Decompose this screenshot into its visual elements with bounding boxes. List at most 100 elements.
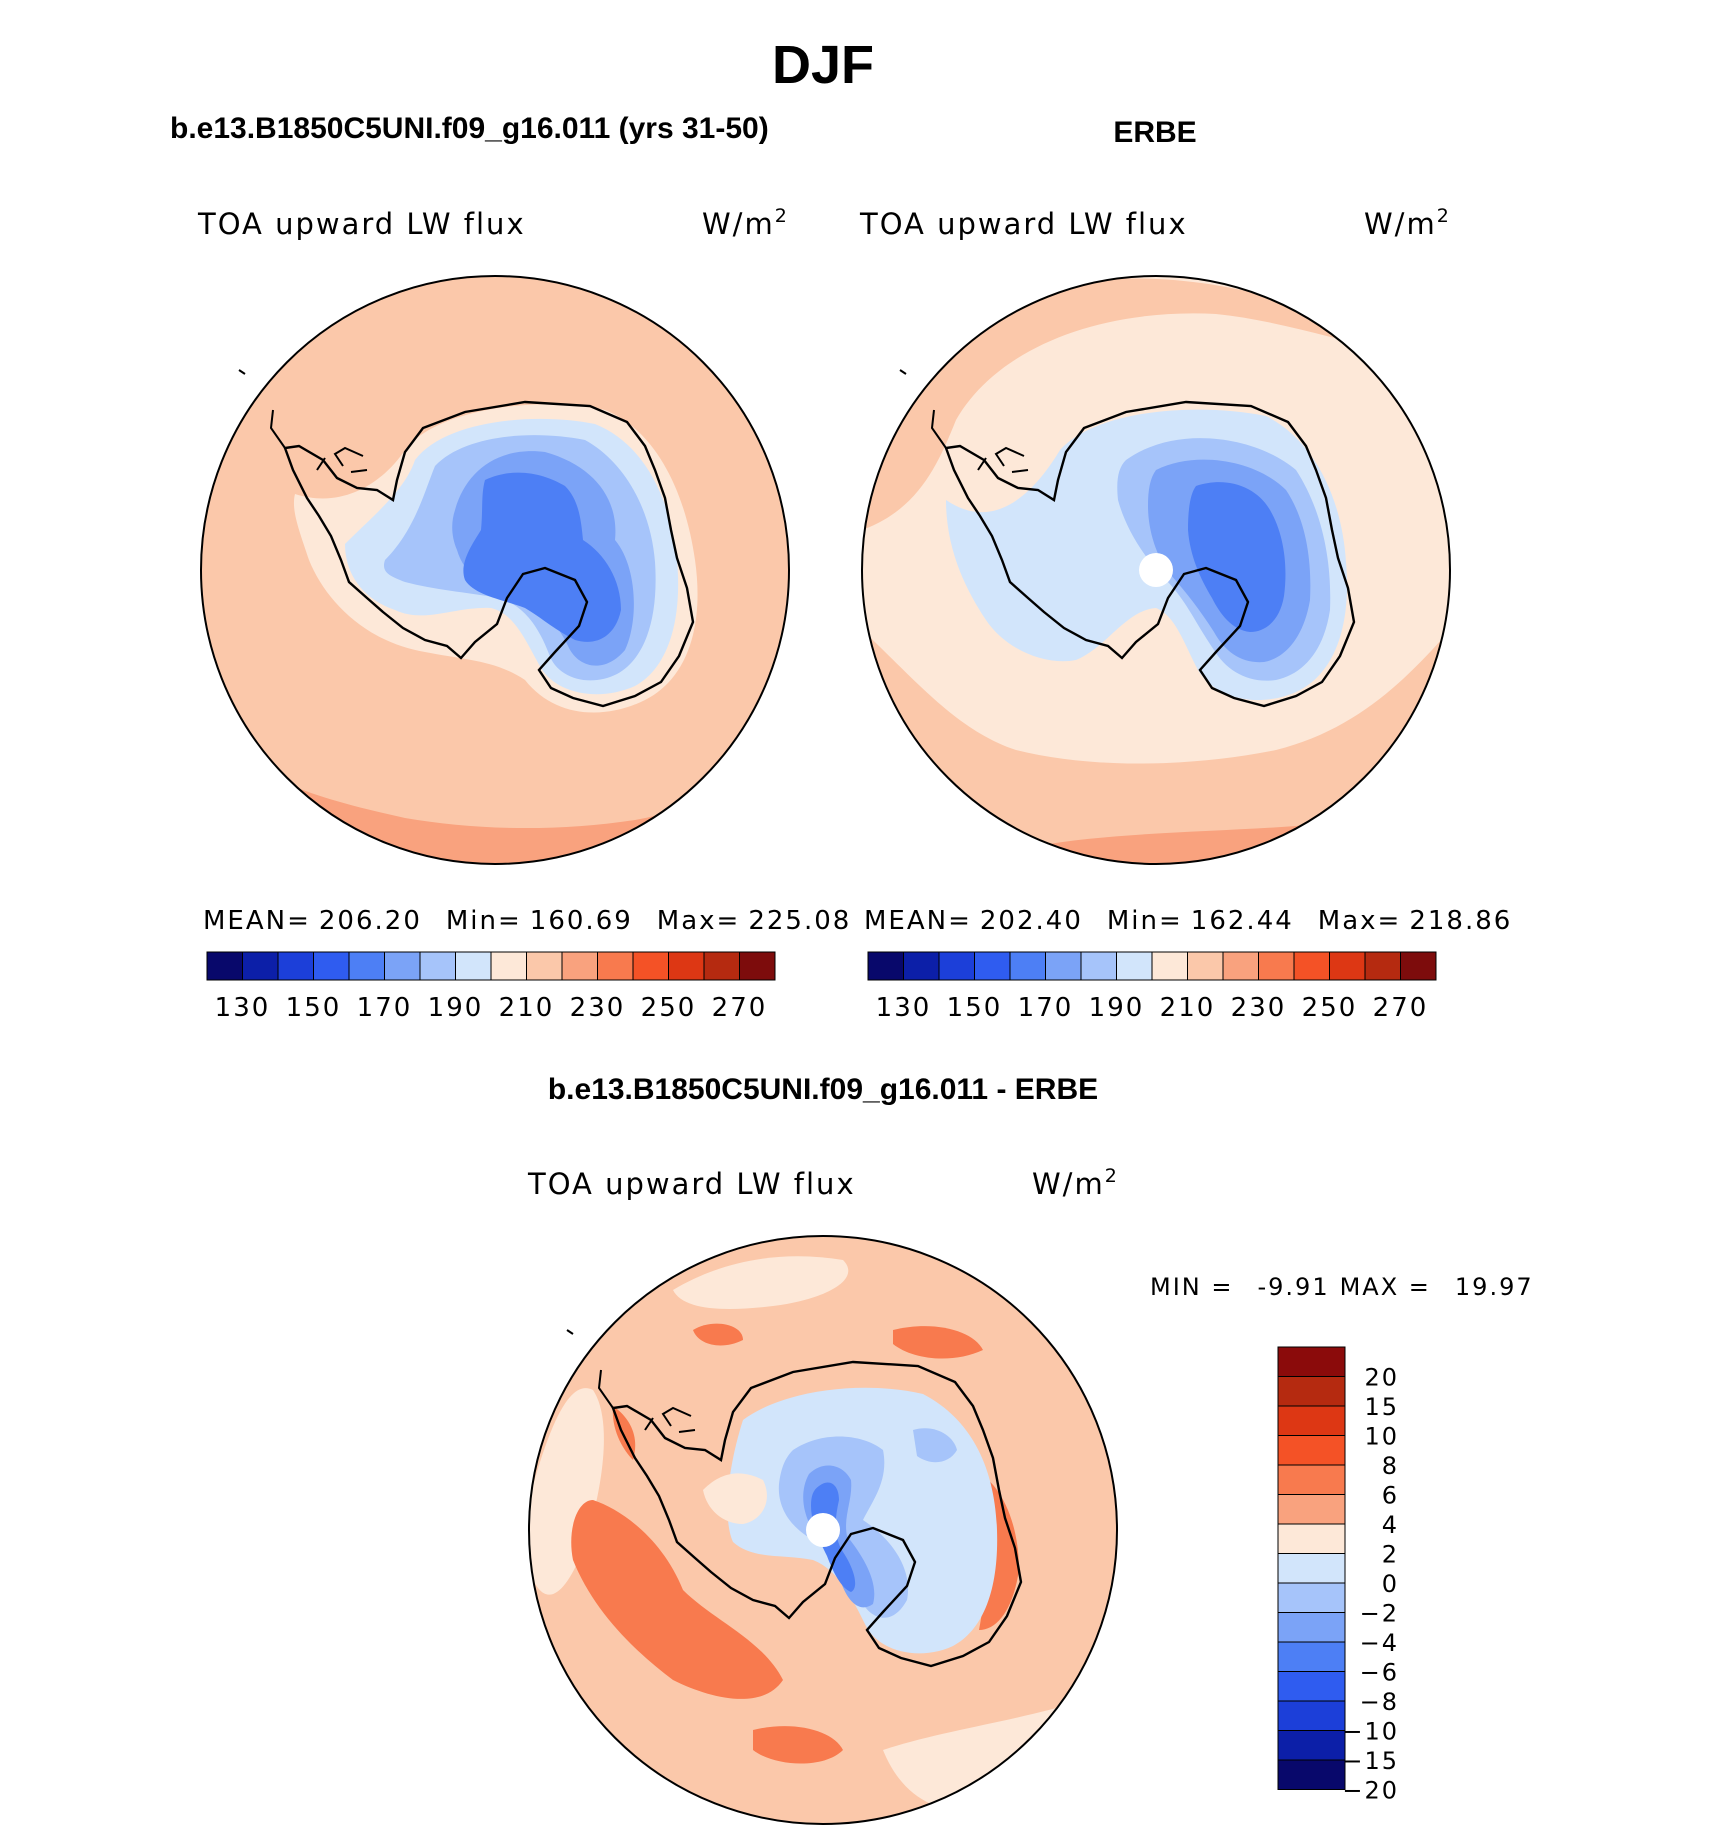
panel-model-stats: MEAN= 206.20 Min= 160.69 Max= 225.08 [203, 906, 851, 936]
colorbar-tick-label: 0 [1382, 1570, 1399, 1598]
colorbar-tick-label: 170 [1018, 993, 1074, 1023]
colorbar-swatch [455, 951, 492, 981]
panel-obs-stats: MEAN= 202.40 Min= 162.44 Max= 218.86 [864, 906, 1512, 936]
colorbar-tick-label: −2 [1360, 1600, 1399, 1628]
colorbar-swatch [242, 951, 279, 981]
colorbar-swatch [561, 951, 598, 981]
colorbar-tick-label: 10 [1364, 1423, 1399, 1451]
figure-title: DJF [772, 35, 874, 95]
map-fill-neutral-north [673, 1256, 849, 1309]
colorbar-swatch [938, 951, 975, 981]
colorbar-tick-label: 170 [357, 993, 413, 1023]
colorbar-tick-label: 210 [1160, 993, 1216, 1023]
colorbar-swatch [1277, 1523, 1346, 1554]
colorbar-swatch [903, 951, 940, 981]
colorbar-swatch [419, 951, 456, 981]
panel-model-title: b.e13.B1850C5UNI.f09_g16.011 (yrs 31-50) [170, 112, 769, 145]
colorbar-swatch [1400, 951, 1437, 981]
map-boundary [861, 275, 1451, 865]
coast-peninsula-detail [238, 369, 368, 473]
colorbar-swatch [1277, 1435, 1346, 1466]
map-fill-ice-4 [1188, 482, 1286, 632]
colorbar-swatch [1277, 1582, 1346, 1613]
colorbar-swatch [313, 951, 350, 981]
map-boundary [528, 1235, 1118, 1825]
colorbar-tick-label: 270 [712, 993, 768, 1023]
colorbar-swatch [703, 951, 740, 981]
panel-model-variable: TOA upward LW flux [197, 207, 526, 241]
colorbar-swatch [384, 951, 421, 981]
colorbar-swatch [277, 951, 314, 981]
colorbar-swatch [1116, 951, 1153, 981]
colorbar-tick-label: 190 [428, 993, 484, 1023]
colorbar-swatch [1277, 1376, 1346, 1407]
colorbar-swatch [526, 951, 563, 981]
colorbar-swatch [1277, 1494, 1346, 1525]
panel-diff-colorbar [1277, 1346, 1346, 1790]
colorbar-tick-label: 20 [1364, 1364, 1399, 1392]
panel-obs: ERBE TOA upward LW flux W/m2 MEAN= 202.40… [859, 116, 1512, 1023]
colorbar-swatch [1277, 1671, 1346, 1702]
colorbar-swatch [1293, 951, 1330, 981]
colorbar-tick-label: −8 [1360, 1688, 1399, 1716]
colorbar-tick-label: 250 [641, 993, 697, 1023]
colorbar-swatch [1187, 951, 1224, 981]
colorbar-tick-label: 15 [1364, 1393, 1399, 1421]
colorbar-swatch [206, 951, 243, 981]
panel-obs-units: W/m2 [1364, 205, 1451, 241]
colorbar-swatch [668, 951, 705, 981]
colorbar-tick-label: 6 [1382, 1482, 1399, 1510]
colorbar-tick-label: −6 [1360, 1659, 1399, 1687]
colorbar-tick-label: 270 [1373, 993, 1429, 1023]
colorbar-tick-label: 4 [1382, 1511, 1399, 1539]
colorbar-tick-label: 230 [570, 993, 626, 1023]
colorbar-swatch [1277, 1641, 1346, 1672]
coast-peninsula-detail [566, 1329, 696, 1433]
colorbar-swatch [867, 951, 904, 981]
colorbar-swatch [1258, 951, 1295, 981]
panel-diff-variable: TOA upward LW flux [527, 1167, 856, 1201]
colorbar-tick-label: 210 [499, 993, 555, 1023]
map-fill-warm-top [862, 278, 1386, 530]
colorbar-swatch [1277, 1730, 1346, 1761]
colorbar-swatch [1364, 951, 1401, 981]
panel-diff-stats: MIN = -9.91 MAX = 19.97 [1150, 1273, 1534, 1301]
map-fill-warm-patch-3 [693, 1323, 743, 1346]
colorbar-tick-label: 150 [947, 993, 1003, 1023]
panel-obs-variable: TOA upward LW flux [859, 207, 1188, 241]
map-fill-warm-patch-2 [893, 1326, 983, 1359]
map-fill-cold-northeast [913, 1428, 957, 1463]
colorbar-swatch [1277, 1405, 1346, 1436]
colorbar-swatch [1277, 1759, 1346, 1790]
colorbar-swatch [348, 951, 385, 981]
colorbar-tick-label: −20 [1342, 1777, 1399, 1805]
colorbar-tick-label: 230 [1231, 993, 1287, 1023]
colorbar-swatch [1222, 951, 1259, 981]
colorbar-tick-label: 2 [1382, 1541, 1399, 1569]
colorbar-tick-label: 130 [215, 993, 271, 1023]
colorbar-swatch [632, 951, 669, 981]
colorbar-tick-label: 250 [1302, 993, 1358, 1023]
colorbar-swatch [1277, 1553, 1346, 1584]
colorbar-swatch [1009, 951, 1046, 981]
panel-obs-colorbar [867, 951, 1437, 981]
pole-missing-data [1139, 553, 1173, 587]
panel-obs-map [861, 275, 1451, 865]
colorbar-swatch [1277, 1612, 1346, 1643]
panel-model-colorbar-ticks: 130 150 170 190 210 230 250 270 [215, 993, 768, 1023]
map-fill-ice-4 [463, 472, 621, 642]
panel-diff-map [528, 1235, 1118, 1825]
map-boundary [200, 275, 790, 865]
panel-obs-colorbar-ticks: 130 150 170 190 210 230 250 270 [876, 993, 1429, 1023]
colorbar-swatch [490, 951, 527, 981]
colorbar-swatch [1151, 951, 1188, 981]
panel-diff-title: b.e13.B1850C5UNI.f09_g16.011 - ERBE [548, 1073, 1098, 1106]
colorbar-swatch [974, 951, 1011, 981]
colorbar-tick-label: −4 [1360, 1629, 1399, 1657]
colorbar-swatch [1277, 1700, 1346, 1731]
colorbar-swatch [1045, 951, 1082, 981]
map-fill-neutral-interior [703, 1473, 767, 1524]
panel-diff: b.e13.B1850C5UNI.f09_g16.011 - ERBE TOA … [527, 1073, 1534, 1825]
